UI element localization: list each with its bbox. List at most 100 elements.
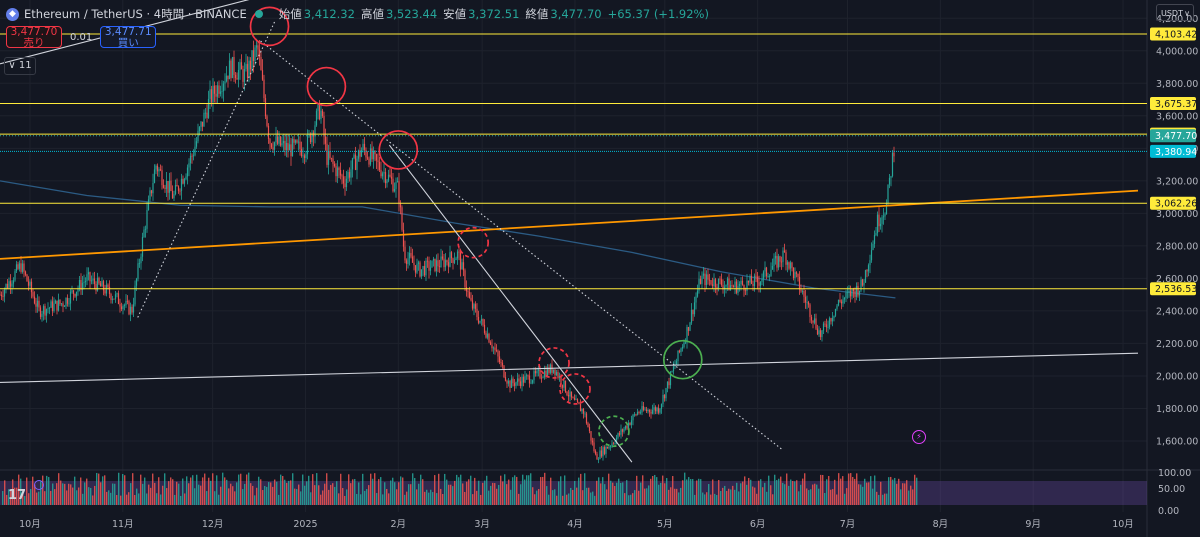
oscillator-bar bbox=[808, 490, 810, 505]
oscillator-bar bbox=[462, 483, 464, 505]
candle-body bbox=[86, 274, 88, 282]
candle-body bbox=[356, 158, 358, 170]
oscillator-bar bbox=[404, 494, 406, 505]
candle-body bbox=[869, 260, 871, 266]
oscillator-bar bbox=[510, 489, 512, 505]
candle-body bbox=[771, 265, 774, 270]
candle-body bbox=[399, 203, 402, 208]
candle-body bbox=[854, 291, 856, 297]
oscillator-bar bbox=[644, 488, 646, 505]
candle-body bbox=[744, 290, 747, 292]
oscillator-bar bbox=[866, 482, 868, 505]
candle-body bbox=[732, 286, 735, 288]
candle-body bbox=[767, 276, 769, 277]
candle-body bbox=[236, 78, 238, 80]
price-axis[interactable]: 100.00 50.00 0.00 1,600.00 1,800.00 2,000.00 2… bbox=[1150, 14, 1198, 517]
oscillator-bar bbox=[160, 494, 162, 505]
oscillator-bar bbox=[240, 473, 242, 505]
candle-body bbox=[651, 409, 654, 414]
candle-body bbox=[35, 303, 37, 307]
candle-body bbox=[662, 394, 664, 405]
oscillator-bar bbox=[752, 486, 754, 505]
time-axis[interactable]: 10月 11月 12月 2025 2月 3月 4月 5月 6月 7月 8月 9月 10月 bbox=[19, 519, 1134, 530]
oscillator-bar bbox=[364, 490, 366, 505]
candle-body bbox=[29, 281, 31, 286]
candle-body bbox=[708, 279, 711, 281]
candle-body bbox=[392, 178, 394, 192]
candle-body bbox=[827, 327, 829, 329]
candle-body bbox=[432, 258, 435, 261]
candle-body bbox=[276, 136, 279, 144]
oscillator-bar bbox=[412, 473, 414, 505]
oscillator-bar bbox=[628, 495, 630, 505]
candle-body bbox=[198, 127, 201, 131]
oscillator-settings-icon[interactable] bbox=[34, 480, 44, 490]
buy-button[interactable]: 3,477.71 買い bbox=[100, 26, 157, 49]
candle-body bbox=[185, 176, 187, 180]
candle-body bbox=[186, 167, 189, 177]
candle-body bbox=[311, 132, 313, 143]
oscillator-bar bbox=[856, 473, 858, 505]
oscillator-bar bbox=[300, 491, 302, 505]
oscillator-bar bbox=[742, 481, 744, 505]
candle-body bbox=[3, 289, 6, 297]
oscillator-bar bbox=[74, 476, 76, 505]
candle-body bbox=[159, 169, 162, 171]
oscillator-bar bbox=[72, 487, 74, 505]
oscillator-bar bbox=[792, 480, 794, 505]
candle-body bbox=[263, 79, 265, 99]
candle-body bbox=[692, 309, 694, 315]
candle-body bbox=[855, 285, 858, 297]
oscillator-bar bbox=[444, 473, 446, 505]
candle-body bbox=[383, 172, 385, 174]
oscillator-bar bbox=[586, 487, 588, 505]
candle-body bbox=[479, 320, 481, 323]
oscillator-bar bbox=[624, 493, 626, 505]
candle-body bbox=[888, 177, 891, 185]
candle-body bbox=[891, 152, 894, 177]
oscillator-bar bbox=[68, 483, 70, 505]
oscillator-bar bbox=[112, 483, 114, 505]
symbol-title[interactable]: Ethereum / TetherUS · 4時間 · BINANCE bbox=[24, 7, 247, 21]
oscillator-bar bbox=[236, 482, 238, 505]
candle-body bbox=[228, 60, 231, 80]
candle-body bbox=[489, 342, 492, 345]
candle-body bbox=[14, 271, 16, 281]
oscillator-bar bbox=[540, 477, 542, 505]
oscillator-bar bbox=[640, 482, 642, 505]
candle-body bbox=[375, 154, 378, 161]
candle-body bbox=[116, 293, 118, 295]
oscillator-bar bbox=[330, 484, 332, 505]
oscillator-bar bbox=[564, 475, 566, 505]
candle-body bbox=[402, 229, 405, 247]
oscillator-bar bbox=[44, 491, 46, 505]
oscillator-bar bbox=[832, 489, 834, 505]
candle-body bbox=[293, 138, 295, 143]
oscillator-bar bbox=[58, 473, 60, 505]
oscillator-bar bbox=[788, 485, 790, 505]
sell-button[interactable]: 3,477.70 売り bbox=[6, 26, 62, 49]
oscillator-bar bbox=[858, 484, 860, 505]
candle-body bbox=[870, 250, 873, 261]
lightning-icon[interactable]: ⚡ bbox=[912, 430, 926, 444]
oscillator-bar bbox=[248, 472, 250, 505]
oscillator-bar bbox=[772, 494, 774, 505]
oscillator-bar bbox=[580, 473, 582, 505]
oscillator-bar bbox=[428, 492, 430, 505]
candle-body bbox=[104, 290, 106, 294]
candle-body bbox=[410, 252, 412, 257]
oscillator-bar bbox=[472, 494, 474, 505]
currency-button[interactable]: USDT ∨ bbox=[1156, 4, 1194, 21]
candle-body bbox=[323, 115, 325, 137]
oscillator-bar bbox=[64, 483, 66, 505]
candle-body bbox=[614, 443, 616, 444]
candle-body bbox=[624, 425, 627, 429]
candle-body bbox=[693, 302, 696, 315]
oscillator-bar bbox=[584, 473, 586, 505]
oscillator-bar bbox=[372, 478, 374, 505]
candle-body bbox=[458, 251, 460, 253]
candle-body bbox=[408, 252, 411, 259]
candle-body bbox=[885, 203, 888, 215]
indicators-toggle-button[interactable]: ∨ 11 bbox=[4, 57, 36, 75]
